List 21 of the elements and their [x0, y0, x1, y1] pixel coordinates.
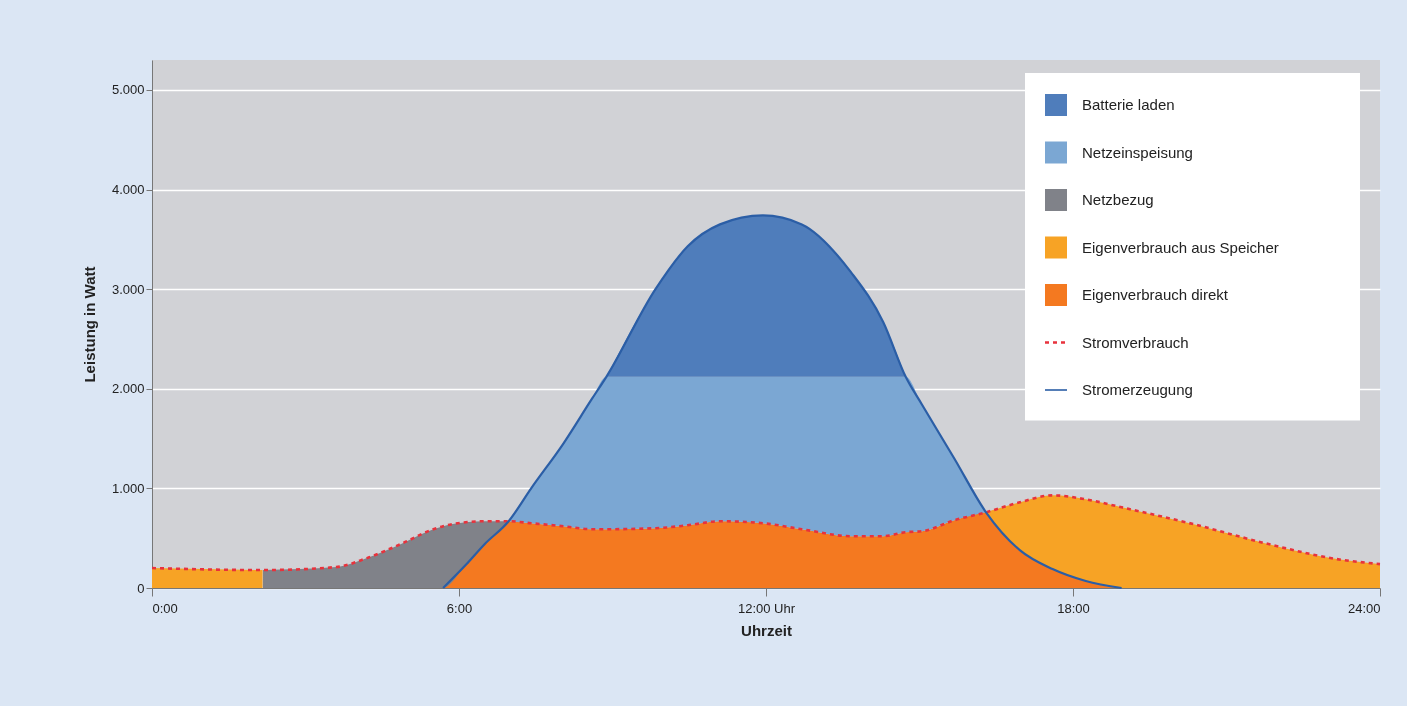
x-axis-title: Uhrzeit: [741, 621, 792, 639]
x-tick-label: 6:00: [446, 600, 473, 616]
legend-label: Netzeinspeisung: [1082, 143, 1193, 161]
x-tick-label: 24:00: [1347, 600, 1381, 616]
y-tick-label: 3.000: [111, 281, 145, 297]
y-tick-label: 0: [137, 580, 145, 596]
legend-label: Netzbezug: [1082, 191, 1154, 208]
legend-label: Eigenverbrauch direkt: [1082, 286, 1229, 303]
legend-label: Stromverbrauch: [1082, 333, 1189, 351]
x-tick-label: 0:00: [152, 600, 178, 616]
y-axis-title: Leistung in Watt: [80, 266, 98, 383]
y-tick-label: 4.000: [111, 182, 145, 198]
y-tick-label: 1.000: [111, 480, 145, 496]
y-tick-label: 2.000: [111, 381, 145, 397]
line-series: [150, 494, 1382, 572]
legend-label: Eigenverbrauch aus Speicher: [1082, 238, 1279, 256]
x-tick-label: 12:00 Uhr: [737, 600, 796, 616]
legend-label: Batterie laden: [1082, 96, 1175, 113]
x-tick-label: 18:00: [1057, 600, 1090, 616]
legend-label: Stromerzeugung: [1082, 381, 1193, 398]
y-tick-label: 5.000: [111, 82, 145, 98]
